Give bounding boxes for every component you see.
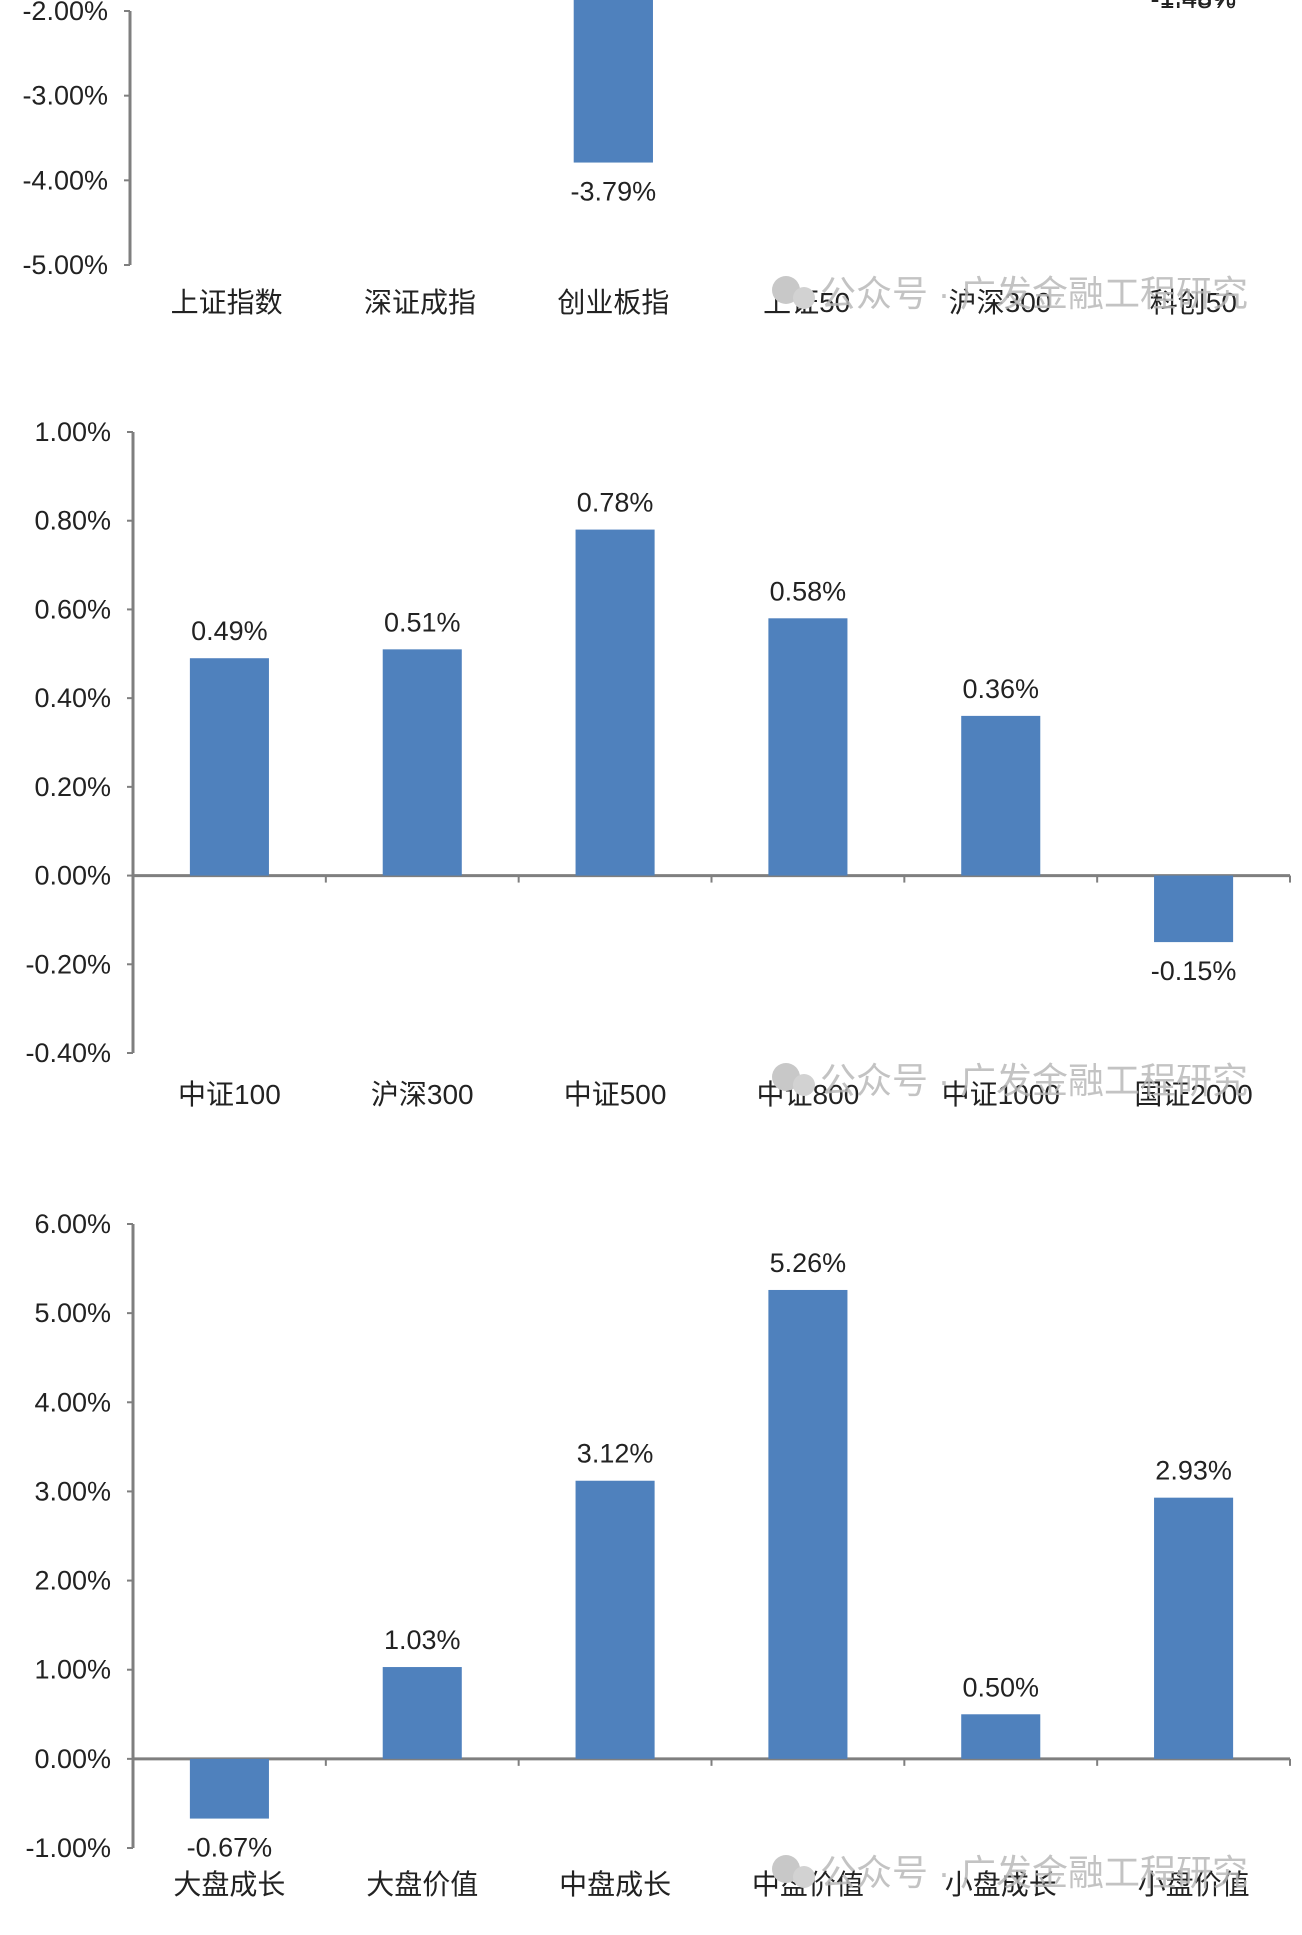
category-label: 国证2000 [1134,1079,1252,1110]
data-label: -3.79% [571,177,657,207]
data-label: 2.93% [1155,1456,1232,1486]
y-tick-label: 0.60% [34,594,111,624]
data-label: 0.36% [962,674,1039,704]
watermark-2: 公众号 · 广发金融工程研究 [772,1060,1248,1101]
bar [961,715,1041,876]
y-tick-label: 4.00% [34,1387,111,1417]
bar [768,1289,848,1759]
data-label: 0.78% [577,488,654,518]
bar [382,649,462,876]
data-label: -0.67% [187,1833,273,1863]
wechat-icon-small [793,287,815,309]
y-tick-label: 0.80% [34,506,111,536]
category-label: 科创50 [1150,287,1237,318]
y-tick-label: -2.00% [22,0,108,26]
watermark-3: 公众号 · 广发金融工程研究 [772,1852,1248,1893]
bar [575,1480,655,1759]
bar [189,1758,269,1819]
watermark-text: 公众号 · 广发金融工程研究 [820,273,1248,314]
data-label: 0.50% [962,1672,1039,1702]
category-label: 大盘价值 [366,1869,478,1900]
bar [768,618,848,876]
y-tick-label: -4.00% [22,165,108,195]
y-tick-label: -1.00% [25,1833,111,1863]
y-tick-label: 2.00% [34,1566,111,1596]
category-label: 沪深300 [949,287,1052,318]
bar [1154,875,1234,943]
bar [1154,1497,1234,1759]
y-tick-label: 6.00% [34,1209,111,1239]
chart-style-index-returns: 6.00% 5.00% 4.00% 3.00% 2.00% 1.00% 0.00% -1.00… [25,1209,1291,1900]
wechat-icon-small [793,1866,815,1888]
category-label: 创业板指 [557,287,669,318]
wechat-icon [772,1063,800,1091]
y-tick-label: 0.00% [34,861,111,891]
category-label: 小盘成长 [945,1869,1057,1900]
y-tick-label: -0.20% [25,949,111,979]
y-tick-label: 3.00% [34,1476,111,1506]
bar [189,658,269,876]
y-tick-label: 5.00% [34,1298,111,1328]
y-tick-label: 1.00% [34,1655,111,1685]
data-label: 0.51% [384,607,461,637]
category-label: 中盘成长 [559,1869,671,1900]
category-label: 大盘成长 [173,1869,285,1900]
chart-index-returns: -2.00% -3.00% -4.00% -5.00% 上证指数 深证成指 创业板指 -3.7… [22,0,1237,318]
data-label: 1.03% [384,1625,461,1655]
category-label: 中证100 [178,1079,281,1110]
y-tick-label: 0.00% [34,1744,111,1774]
bar [573,0,653,163]
y-tick-label: 1.00% [34,417,111,447]
category-label: 中证500 [564,1079,667,1110]
data-label: -0.15% [1151,956,1237,986]
category-label: 中证1000 [942,1079,1060,1110]
data-label: 5.26% [770,1248,847,1278]
watermark-text: 公众号 · 广发金融工程研究 [820,1852,1248,1893]
data-label: 0.58% [770,576,847,606]
wechat-icon [772,276,800,304]
data-label: 0.49% [191,616,268,646]
bar [382,1667,462,1759]
category-label: 上证指数 [171,287,283,318]
category-label: 沪深300 [371,1079,474,1110]
y-tick-label: 0.20% [34,772,111,802]
y-tick-label: 0.40% [34,683,111,713]
wechat-icon [772,1855,800,1883]
chart-size-index-returns: 1.00% 0.80% 0.60% 0.40% 0.20% 0.00% -0.20% -0.4… [25,417,1291,1110]
data-label: 3.12% [577,1439,654,1469]
watermark-1: 公众号 · 广发金融工程研究 [772,273,1248,314]
y-tick-label: -3.00% [22,81,108,111]
bar [961,1714,1041,1759]
data-label: -1.48% [1151,0,1237,14]
y-tick-label: -0.40% [25,1038,111,1068]
y-tick-label: -5.00% [22,250,108,280]
category-label: 深证成指 [364,287,476,318]
watermark-text: 公众号 · 广发金融工程研究 [820,1060,1248,1101]
bar [575,529,655,876]
data-label: -1.48% [1151,0,1237,11]
category-label: 小盘价值 [1138,1869,1250,1900]
wechat-icon-small [793,1074,815,1096]
